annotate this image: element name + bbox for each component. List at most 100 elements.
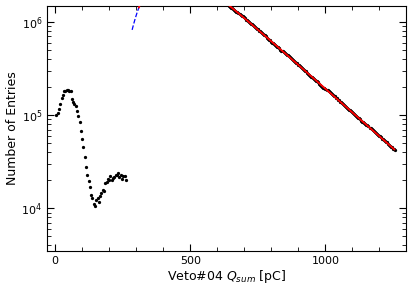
Point <box>382 139 388 143</box>
Point <box>317 82 324 87</box>
Point <box>344 106 350 110</box>
Point <box>98 191 105 195</box>
Point <box>286 55 293 60</box>
Point <box>257 29 263 33</box>
Point <box>316 81 323 86</box>
Point <box>373 132 380 136</box>
Point <box>354 115 360 119</box>
Point <box>66 88 73 93</box>
Point <box>384 140 390 145</box>
Point <box>332 95 339 100</box>
Point <box>375 132 381 137</box>
Point <box>259 31 265 35</box>
Point <box>322 87 329 91</box>
Point <box>392 148 398 153</box>
Point <box>276 46 283 50</box>
Point <box>263 34 269 39</box>
Point <box>304 70 310 75</box>
Point <box>93 198 100 203</box>
Point <box>386 142 392 147</box>
Point <box>59 96 65 100</box>
Point <box>269 40 276 45</box>
Point <box>229 6 236 10</box>
Point <box>230 7 236 12</box>
Point <box>299 65 305 70</box>
Point <box>73 104 79 109</box>
Point <box>273 43 280 48</box>
Point <box>101 189 108 193</box>
Point <box>286 54 292 58</box>
Point <box>389 145 396 149</box>
Point <box>74 108 80 113</box>
Point <box>76 120 83 125</box>
Point <box>278 48 285 53</box>
Point <box>123 177 129 182</box>
Point <box>385 141 391 146</box>
Point <box>303 69 309 74</box>
Point <box>244 19 251 23</box>
Point <box>350 111 356 116</box>
Point <box>365 124 372 129</box>
Point <box>359 120 365 124</box>
Point <box>103 180 110 184</box>
Point <box>271 42 278 47</box>
Point <box>352 113 358 117</box>
Point <box>364 123 371 127</box>
Point <box>243 18 250 22</box>
Point <box>239 14 246 18</box>
Point <box>75 114 82 118</box>
Point <box>61 88 68 93</box>
Point <box>262 33 268 38</box>
Point <box>220 0 227 4</box>
Point <box>366 126 373 130</box>
Point <box>258 30 265 34</box>
Point <box>139 0 145 1</box>
Point <box>381 138 387 143</box>
Point <box>234 10 241 14</box>
Point <box>321 86 328 91</box>
Point <box>270 40 276 45</box>
Point <box>370 128 377 133</box>
Point <box>371 129 378 134</box>
Point <box>363 122 370 127</box>
Point <box>225 2 232 7</box>
Point <box>290 59 297 64</box>
Point <box>120 173 126 178</box>
Point <box>346 108 352 112</box>
Point <box>282 52 289 56</box>
Point <box>108 177 115 182</box>
Point <box>89 196 96 200</box>
Point <box>231 7 238 12</box>
Point <box>307 73 314 78</box>
Point <box>274 45 281 49</box>
Point <box>302 69 308 73</box>
Point <box>79 137 85 141</box>
Point <box>99 187 106 192</box>
Point <box>280 50 287 55</box>
Point <box>80 145 87 149</box>
Point <box>328 92 335 97</box>
Point <box>353 113 360 118</box>
Point <box>218 0 225 1</box>
Point <box>339 102 346 106</box>
Point <box>67 88 74 93</box>
Point <box>94 196 101 200</box>
Point <box>383 140 389 145</box>
Point <box>318 83 325 88</box>
Point <box>330 94 337 99</box>
Point <box>377 134 383 139</box>
Point <box>312 77 318 82</box>
Point <box>284 53 291 58</box>
Point <box>301 68 307 72</box>
Point <box>232 8 239 13</box>
Point <box>110 175 116 180</box>
Point <box>250 23 256 27</box>
Point <box>337 100 343 104</box>
Point <box>305 72 311 76</box>
Point <box>53 113 60 117</box>
Point <box>319 84 326 89</box>
Point <box>329 93 336 97</box>
Point <box>331 94 338 99</box>
Point <box>315 80 322 85</box>
Point <box>293 61 299 65</box>
